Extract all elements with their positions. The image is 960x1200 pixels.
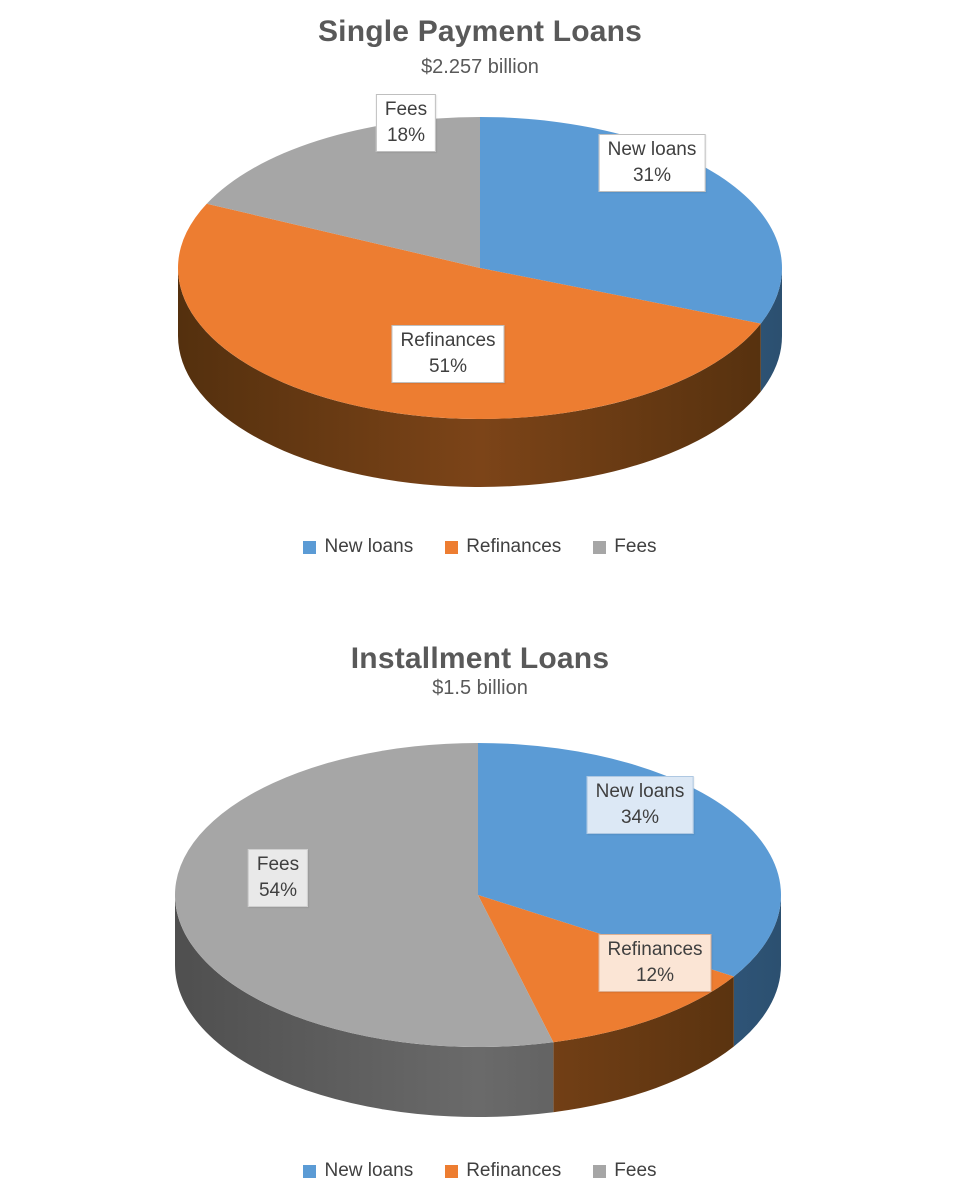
pie-slice-refinances: [177, 203, 761, 420]
legend-label: New loans: [324, 536, 414, 557]
legend-swatch-icon: [303, 540, 317, 554]
data-label-name: New loans: [607, 139, 697, 160]
chart1-subtitle: $2.257 billion: [421, 56, 539, 78]
legend-chart-1: New loans Refinances Fees: [0, 536, 960, 558]
legend-item-refinances: Refinances: [445, 536, 561, 558]
legend-label: Refinances: [466, 536, 562, 557]
legend-label: Fees: [614, 1160, 657, 1181]
data-label-name: New loans: [595, 781, 685, 802]
pie-slice-side-new-loans: [733, 895, 781, 1047]
legend-label: New loans: [324, 1160, 414, 1181]
pie-3d-chart-2: [174, 743, 782, 1117]
data-label-fees: Fees 18%: [375, 94, 437, 152]
legend-swatch-icon: [445, 540, 459, 554]
legend-item-fees: Fees: [593, 536, 657, 558]
data-label-value: 18%: [386, 125, 426, 146]
legend-item-refinances: Refinances: [445, 1160, 561, 1182]
data-label-new-loans: New loans 31%: [598, 134, 706, 192]
legend-chart-2: New loans Refinances Fees: [0, 1160, 960, 1182]
pie-slice-side-refinances: [178, 268, 761, 487]
legend-item-new-loans: New loans: [303, 536, 413, 558]
pie-slice-new-loans: [478, 743, 782, 977]
data-label-name: Refinances: [607, 939, 703, 960]
data-label-name: Refinances: [400, 330, 496, 351]
legend-label: Refinances: [466, 1160, 562, 1181]
chart2-title: Installment Loans: [350, 642, 610, 675]
pie-slice-side-fees: [175, 895, 554, 1117]
pie-slice-fees: [206, 116, 480, 268]
data-label-new-loans: New loans 34%: [586, 776, 694, 834]
legend-item-fees: Fees: [593, 1160, 657, 1182]
pie-slice-fees: [174, 743, 554, 1047]
data-label-value: 34%: [620, 807, 660, 828]
pie-3d-chart-1: [177, 116, 782, 487]
legend-swatch-icon: [445, 1164, 459, 1178]
pie-slice-new-loans: [480, 117, 782, 324]
data-label-value: 31%: [632, 165, 672, 186]
data-label-refinances: Refinances 12%: [598, 934, 712, 992]
data-label-refinances: Refinances 51%: [391, 325, 505, 383]
chart2-subtitle: $1.5 billion: [432, 677, 528, 699]
data-label-name: Fees: [256, 854, 300, 875]
chart1-title: Single Payment Loans: [317, 15, 643, 48]
legend-swatch-icon: [303, 1164, 317, 1178]
pie-slice-side-refinances: [553, 976, 734, 1113]
data-label-value: 51%: [428, 356, 468, 377]
data-label-value: 12%: [635, 965, 675, 986]
legend-swatch-icon: [593, 540, 607, 554]
legend-item-new-loans: New loans: [303, 1160, 413, 1182]
legend-label: Fees: [614, 536, 657, 557]
legend-swatch-icon: [593, 1164, 607, 1178]
data-label-fees: Fees 54%: [247, 849, 309, 907]
data-label-value: 54%: [258, 880, 298, 901]
pie-slice-side-new-loans: [760, 268, 782, 392]
data-label-name: Fees: [384, 99, 428, 120]
